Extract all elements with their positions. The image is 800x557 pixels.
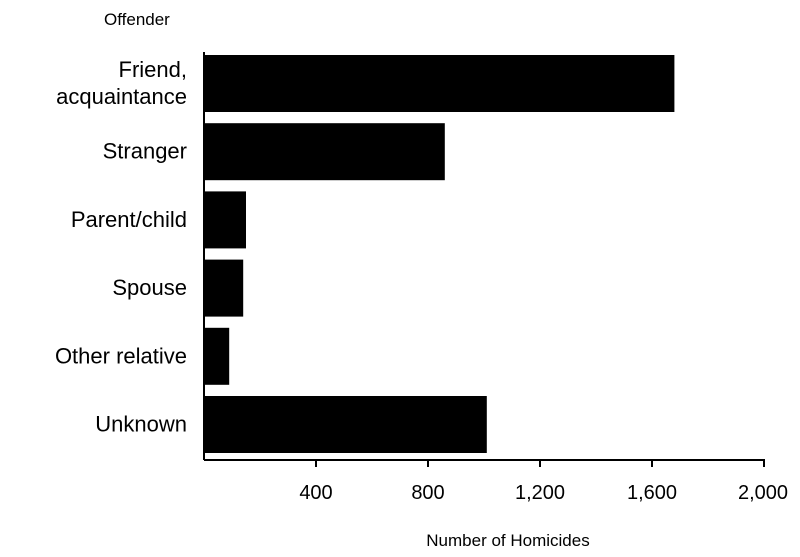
category-label-line: Parent/child: [71, 207, 187, 232]
category-label-line: Friend,: [119, 57, 187, 82]
x-tick-label: 1,200: [515, 482, 565, 504]
category-label-parent-child: Parent/child: [71, 207, 187, 232]
category-label-line: Unknown: [95, 412, 187, 437]
category-label-other-relative: Other relative: [55, 343, 187, 368]
y-axis-title: Offender: [104, 10, 170, 29]
category-label-stranger: Stranger: [103, 139, 187, 164]
category-label-unknown: Unknown: [95, 412, 187, 437]
x-tick-label: 2,000: [738, 482, 788, 504]
x-axis-ticks: 400 800 1,200 1,600 2,000: [299, 460, 788, 504]
category-label-line: Stranger: [103, 139, 187, 164]
category-labels: Friend, acquaintance Stranger Parent/child S…: [55, 57, 187, 437]
x-axis-title: Number of Homicides: [426, 531, 589, 550]
category-label-spouse: Spouse: [112, 275, 187, 300]
x-tick-label: 1,600: [627, 482, 677, 504]
bars-layer: [204, 55, 675, 453]
bar-unknown: [204, 396, 487, 453]
category-label-line: Other relative: [55, 343, 187, 368]
category-label-line: Spouse: [112, 275, 187, 300]
x-tick-label: 800: [411, 482, 444, 504]
x-tick-label: 400: [299, 482, 332, 504]
bar-friend-acquaintance: [204, 55, 675, 112]
category-label-friend-acquaintance: Friend, acquaintance: [56, 57, 187, 109]
bar-spouse: [204, 259, 244, 317]
bar-parent-child: [204, 191, 246, 249]
category-label-line: acquaintance: [56, 84, 187, 109]
bar-stranger: [204, 123, 445, 181]
axes-layer: [203, 52, 765, 461]
bar-other-relative: [204, 327, 230, 385]
